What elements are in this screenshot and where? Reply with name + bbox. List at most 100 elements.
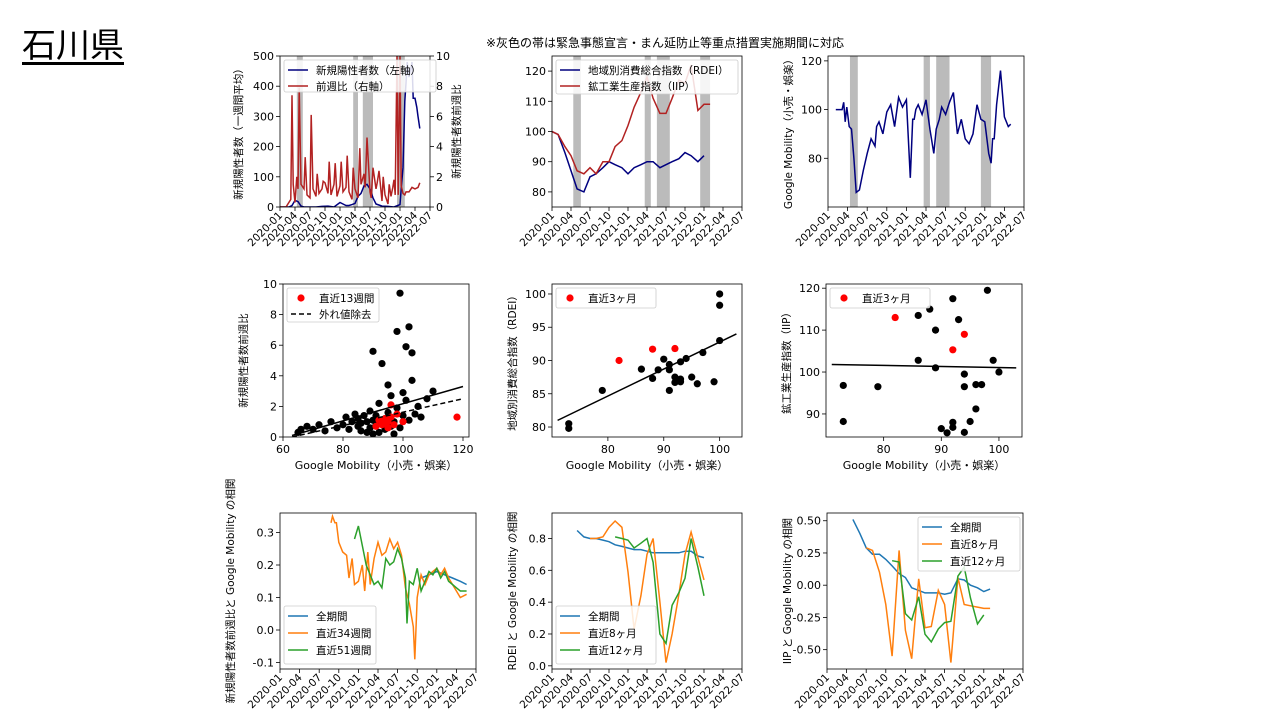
- scatter-point: [949, 295, 957, 303]
- plot-area: [576, 519, 705, 663]
- plot-area: [835, 56, 1012, 207]
- x-tick-label: 90: [657, 443, 671, 456]
- series-line: [835, 70, 1012, 194]
- legend-label: 直近13週間: [319, 292, 374, 305]
- scatter-point-recent: [615, 356, 623, 365]
- legend-label: 直近51週間: [316, 644, 371, 657]
- x-axis-label: Google Mobility（小売・娯楽）: [566, 458, 728, 472]
- scatter-point: [396, 289, 404, 297]
- scatter-point: [716, 301, 724, 309]
- y-tick-label: 120: [525, 65, 546, 78]
- scatter-point: [914, 311, 922, 320]
- scatter-point-recent: [453, 413, 461, 421]
- scatter-point: [949, 423, 957, 431]
- y2-tick-label: 2: [436, 171, 443, 184]
- legend-box: [555, 605, 657, 665]
- scatter-point: [303, 422, 311, 430]
- scatter-point: [710, 378, 718, 386]
- scatter-point-recent: [671, 344, 679, 353]
- y-tick-label: 0: [267, 201, 274, 214]
- y-tick-label: 100: [799, 366, 820, 379]
- legend-label: 直近34週間: [316, 627, 371, 640]
- legend-box: [917, 516, 1021, 572]
- y-axis-label: 鉱工業生産指数（IIP）: [780, 307, 793, 414]
- axes-frame: [825, 283, 1023, 438]
- scatter-point: [978, 381, 986, 389]
- fit-line: [291, 385, 464, 437]
- y-axis-label: Google Mobility（小売・娯楽）: [782, 54, 795, 209]
- series-line: [614, 536, 705, 646]
- scatter-point-recent: [891, 313, 899, 322]
- x-tick-label: 80: [877, 443, 891, 456]
- y-tick-label: 80: [532, 421, 546, 434]
- scatter-point: [405, 416, 413, 424]
- y-tick-label: 0.50: [797, 515, 822, 528]
- scatter-point: [716, 290, 724, 298]
- y-tick-label: 0.2: [257, 559, 275, 572]
- chart-p6: 90 100 110 120 80 90 100 Google Mobility（小売・娯楽）…: [780, 282, 1023, 472]
- emergency-band: [573, 56, 581, 207]
- y2-axis-label: 新規陽性者数前週比: [450, 84, 463, 179]
- emergency-band: [849, 56, 858, 207]
- scatter-point: [565, 424, 573, 432]
- y-tick-label: 0.4: [529, 596, 547, 609]
- scatter-point: [399, 389, 407, 397]
- legend-label: 全期間: [588, 610, 620, 623]
- y-tick-label: 100: [525, 288, 546, 301]
- scatter-point: [411, 410, 419, 418]
- y-tick-label: 300: [253, 110, 274, 123]
- y-tick-label: 0.25: [797, 547, 822, 560]
- y-tick-label: 110: [799, 324, 820, 337]
- scatter-point: [378, 359, 386, 368]
- y-tick-label: 0.6: [529, 564, 547, 577]
- series-line: [353, 525, 467, 624]
- scatter-point: [983, 286, 992, 294]
- chart-p5: 80 85 90 95 100 80 90 100 Google Mobility（小売・娯楽）…: [506, 283, 743, 472]
- y-tick-label: 90: [532, 156, 546, 169]
- y-tick-label: 0.3: [257, 527, 275, 540]
- figure-note: ※灰色の帯は緊急事態宣言・まん延防止等重点措置実施期間に対応: [485, 36, 845, 50]
- y-tick-label: 90: [806, 408, 820, 421]
- scatter-point: [375, 428, 383, 437]
- legend-label: 直近3ヶ月: [588, 292, 637, 305]
- y-axis-label: RDEI と Google Mobility の相関: [506, 512, 519, 671]
- fit-line-outlier-removed: [291, 398, 464, 437]
- scatter-point: [943, 429, 951, 437]
- scatter-point: [937, 425, 945, 433]
- emergency-band: [700, 56, 711, 207]
- y-tick-label: 100: [253, 171, 274, 184]
- y-tick-label: 200: [253, 141, 274, 154]
- y-tick-label: 100: [801, 104, 822, 117]
- legend-label: 直近3ヶ月: [862, 292, 911, 305]
- legend-marker: [297, 294, 305, 302]
- scatter-point: [874, 383, 882, 391]
- chart-p1: 010020030040050002468102020-012020-04202…: [232, 50, 463, 249]
- x-axis-label: Google Mobility（小売・娯楽）: [843, 458, 1005, 472]
- fit-line: [831, 363, 1017, 369]
- y2-tick-label: 8: [436, 80, 443, 93]
- scatter-point-recent: [390, 421, 398, 429]
- emergency-band: [644, 56, 651, 207]
- y-tick-label: 10: [263, 278, 277, 291]
- scatter-point: [665, 360, 673, 369]
- legend-label: 地域別消費総合指数（RDEI）: [588, 64, 729, 77]
- legend-label: 直近12ヶ月: [588, 644, 643, 657]
- y-tick-label: 110: [525, 95, 546, 108]
- emergency-band: [923, 56, 930, 207]
- x-tick-label: 120: [453, 443, 474, 456]
- series-line: [280, 56, 421, 207]
- series-line: [552, 130, 705, 193]
- scatter-point: [954, 316, 963, 324]
- chart-p8: 0.00.20.40.60.82020-012020-042020-072020…: [506, 512, 747, 712]
- scatter-point: [914, 356, 922, 364]
- scatter-point: [384, 381, 392, 389]
- y-tick-label: 120: [799, 282, 820, 295]
- y-tick-label: 0.1: [257, 592, 275, 605]
- y-tick-label: 0.0: [529, 660, 547, 673]
- y-axis-label: 新規陽性者数前週比: [237, 313, 250, 408]
- y-axis-label: IIP と Google Mobility の相関: [781, 518, 794, 664]
- chart-p2: 80901001101202020-012020-042020-072020-1…: [518, 55, 747, 249]
- y-tick-label: 4: [270, 370, 277, 383]
- x-tick-label: 100: [709, 443, 730, 456]
- plot-area: [557, 290, 737, 432]
